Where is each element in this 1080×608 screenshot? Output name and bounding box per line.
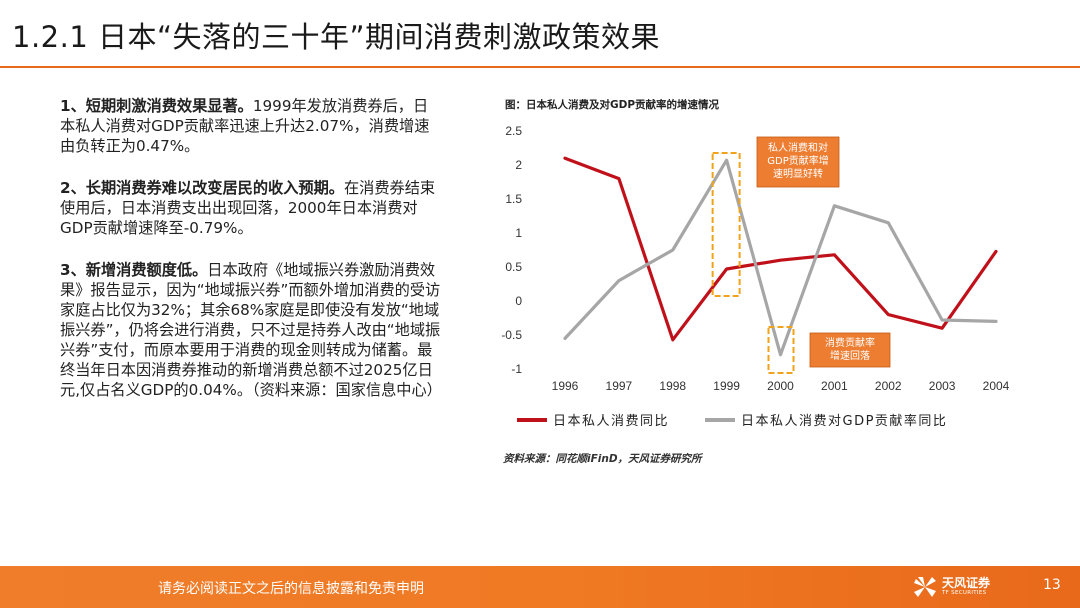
legend-label-gdp-contribution: 日本私人消费对GDP贡献率同比 xyxy=(741,414,948,429)
y-tick-label: 0.5 xyxy=(505,260,522,274)
y-tick-label: 1.5 xyxy=(505,192,522,206)
page-number: 13 xyxy=(1043,577,1061,593)
legend-label-private-consumption: 日本私人消费同比 xyxy=(553,414,670,429)
callout-1-text: 私人消费和对 xyxy=(768,141,828,154)
callout-2-text: 增速回落 xyxy=(830,349,870,362)
y-tick-label: 0 xyxy=(515,294,522,308)
x-tick-label: 1997 xyxy=(606,379,633,393)
legend-item-gdp-contribution: 日本私人消费对GDP贡献率同比 xyxy=(705,410,947,429)
y-tick-label: 2 xyxy=(515,158,522,172)
chart-caption: 图：日本私人消费及对GDP贡献率的增速情况 xyxy=(505,99,720,111)
callout-1-text: GDP贡献率增 xyxy=(767,154,828,167)
paragraph-3-body: 日本政府《地域振兴券激励消费效果》报告显示，因为“地域振兴券”而额外增加消费的受… xyxy=(60,261,442,399)
y-tick-label: -0.5 xyxy=(501,328,522,342)
paragraph-2-body: 在消费券结束使用后，日本消费支出出现回落，2000年日本消费对GDP贡献增速降至… xyxy=(60,179,436,237)
legend-swatch-grey xyxy=(705,417,735,422)
y-tick-label: -1 xyxy=(511,362,522,376)
company-logo: 天风证券 TF SECURITIES xyxy=(912,572,1032,602)
series-line-private-consumption xyxy=(563,156,998,342)
x-tick-label: 1998 xyxy=(659,379,686,393)
x-tick-label: 2002 xyxy=(875,379,902,393)
x-tick-label: 2001 xyxy=(821,379,848,393)
legend-swatch-red xyxy=(517,417,547,422)
logo-mark-icon xyxy=(914,577,936,597)
x-tick-label: 2000 xyxy=(767,379,794,393)
x-tick-label: 1999 xyxy=(713,379,740,393)
y-tick-label: 1 xyxy=(515,226,522,240)
logo-name: 天风证券 xyxy=(942,576,991,590)
page-title: 1.2.1 日本“失落的三十年”期间消费刺激政策效果 xyxy=(12,20,661,54)
legend-item-private-consumption: 日本私人消费同比 xyxy=(517,410,669,429)
footer-disclaimer: 请务必阅读正文之后的信息披露和免责申明 xyxy=(158,581,424,597)
x-tick-label: 1996 xyxy=(552,379,579,393)
callout-2-text: 消费贡献率 xyxy=(825,336,875,349)
title-divider xyxy=(0,66,1080,68)
paragraph-2-heading: 2、长期消费券难以改变居民的收入预期。 xyxy=(60,179,344,197)
chart-source: 资料来源：同花顺iFinD，天风证券研究所 xyxy=(503,453,702,465)
paragraph-2: 2、长期消费券难以改变居民的收入预期。在消费券结束使用后，日本消费支出出现回落，… xyxy=(60,178,442,238)
y-tick-label: 2.5 xyxy=(505,124,522,138)
chart-legend: 日本私人消费同比 日本私人消费对GDP贡献率同比 xyxy=(517,410,987,434)
x-tick-label: 2004 xyxy=(983,379,1010,393)
paragraph-3: 3、新增消费额度低。日本政府《地域振兴券激励消费效果》报告显示，因为“地域振兴券… xyxy=(60,260,442,400)
callout-1-box xyxy=(756,136,840,188)
paragraph-1-heading: 1、短期刺激消费效果显著。 xyxy=(60,97,253,115)
highlight-box-1999 xyxy=(711,152,741,297)
line-chart: 2.5 2 1.5 1 0.5 0 -0.5 -1 1996 1997 1998 1999 2000 20… xyxy=(501,124,1010,393)
callout-2-box xyxy=(809,332,891,368)
paragraph-1-body: 1999年发放消费券后，日本私人消费对GDP贡献率迅速上升达2.07%，消费增速… xyxy=(60,97,430,155)
callout-1-text: 速明显好转 xyxy=(773,167,823,180)
x-tick-label: 2003 xyxy=(929,379,956,393)
highlight-box-2000 xyxy=(767,326,795,374)
text-column: 1、短期刺激消费效果显著。1999年发放消费券后，日本私人消费对GDP贡献率迅速… xyxy=(60,96,442,422)
footer-bar: 请务必阅读正文之后的信息披露和免责申明 天风证券 TF SECURITIES 1… xyxy=(0,566,1080,608)
logo-subtitle: TF SECURITIES xyxy=(942,590,987,596)
paragraph-1: 1、短期刺激消费效果显著。1999年发放消费券后，日本私人消费对GDP贡献率迅速… xyxy=(60,96,442,156)
paragraph-3-heading: 3、新增消费额度低。 xyxy=(60,261,208,279)
series-line-gdp-contribution xyxy=(563,158,998,357)
